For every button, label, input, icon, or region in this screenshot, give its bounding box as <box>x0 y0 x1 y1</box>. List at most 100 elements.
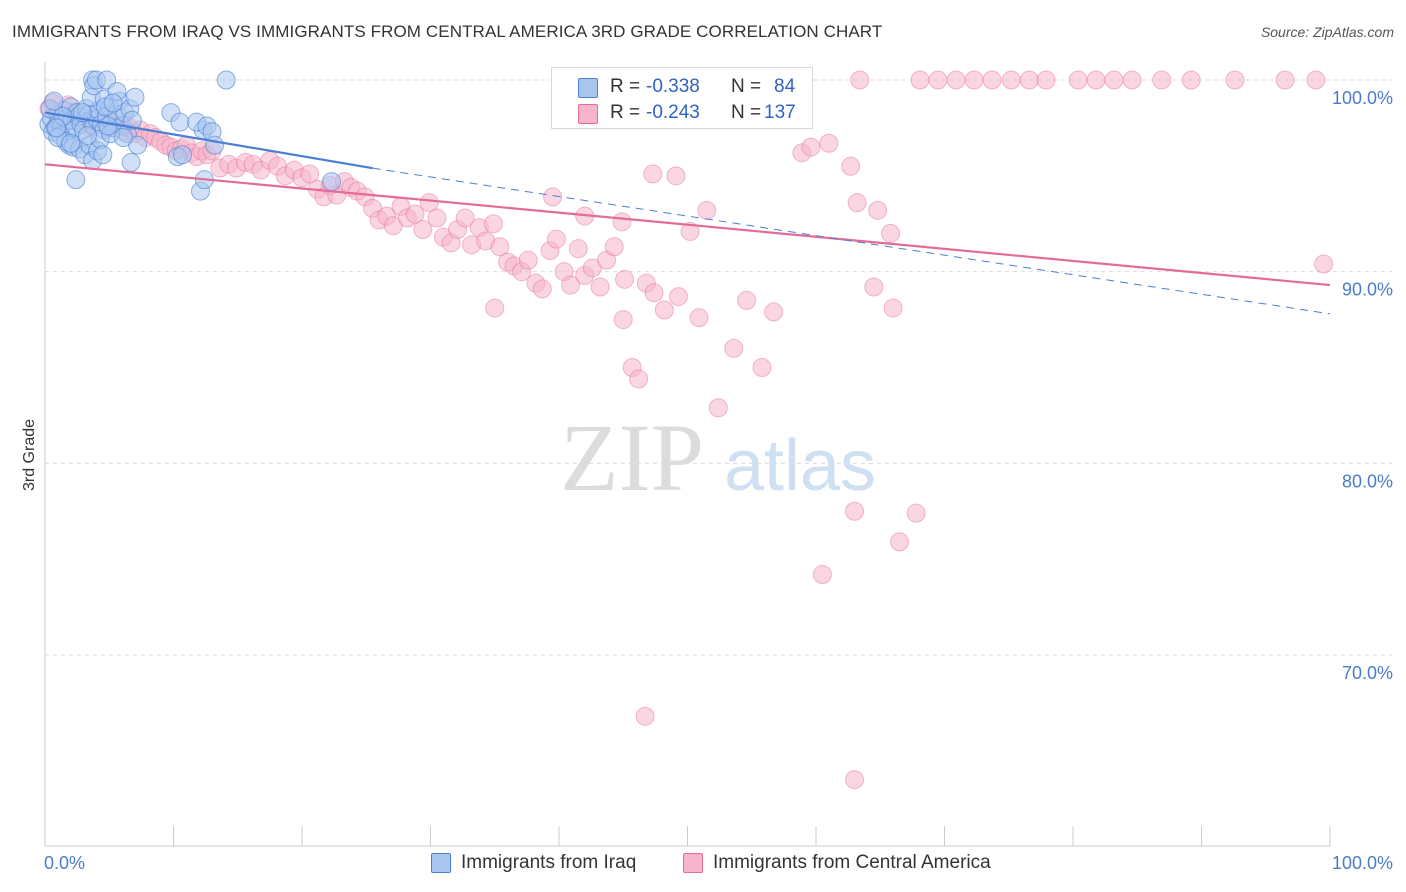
point-central-america <box>801 137 821 157</box>
point-central-america <box>300 164 320 184</box>
watermark-zip: ZIP <box>560 404 704 511</box>
point-central-america <box>590 277 610 297</box>
point-central-america <box>669 287 689 307</box>
point-central-america <box>561 275 581 295</box>
trend-line-iraq-extrapolated <box>372 167 1331 315</box>
point-central-america <box>890 532 910 552</box>
point-iraq <box>205 135 225 155</box>
point-central-america <box>427 208 447 228</box>
point-central-america <box>1122 70 1142 90</box>
point-iraq <box>172 145 192 165</box>
point-central-america <box>604 237 624 257</box>
point-central-america <box>864 277 884 297</box>
point-central-america <box>582 258 602 278</box>
point-central-america <box>708 398 728 418</box>
legend-r-label: R = <box>610 102 641 123</box>
point-central-america <box>1068 70 1088 90</box>
point-central-america <box>850 70 870 90</box>
point-central-america <box>982 70 1002 90</box>
point-iraq <box>113 128 133 147</box>
point-central-america <box>841 156 861 176</box>
point-central-america <box>910 70 930 90</box>
point-iraq <box>66 170 86 190</box>
legend-r-value: -0.243 <box>646 102 700 123</box>
point-iraq <box>322 172 342 192</box>
point-central-america <box>1104 70 1124 90</box>
point-central-america <box>845 501 865 521</box>
point-central-america <box>383 216 403 236</box>
point-central-america <box>724 338 744 358</box>
point-iraq <box>61 133 81 153</box>
y-tick-label: 100.0% <box>1332 88 1393 108</box>
point-iraq <box>47 118 67 138</box>
point-central-america <box>847 193 867 213</box>
point-central-america <box>419 193 439 213</box>
axes <box>44 62 1331 847</box>
bottom-legend-label-iraq: Immigrants from Iraq <box>461 852 637 873</box>
point-central-america <box>689 308 709 328</box>
point-central-america <box>1152 70 1172 90</box>
point-central-america <box>635 706 655 726</box>
point-central-america <box>1086 70 1106 90</box>
legend-r-value: -0.338 <box>646 76 700 97</box>
point-iraq <box>103 93 123 113</box>
x-tick-label: 0.0% <box>44 853 85 873</box>
point-central-america <box>613 310 633 330</box>
point-central-america <box>666 166 686 186</box>
point-central-america <box>629 369 649 389</box>
point-central-america <box>490 237 510 257</box>
point-central-america <box>819 133 839 153</box>
point-central-america <box>883 298 903 318</box>
point-central-america <box>1019 70 1039 90</box>
point-central-america <box>737 290 757 310</box>
point-central-america <box>568 239 588 259</box>
trend-lines <box>44 111 1331 315</box>
point-central-america <box>697 200 717 220</box>
point-central-america <box>845 770 865 790</box>
point-central-america <box>1036 70 1056 90</box>
bottom-legend-swatch-iraq <box>431 853 451 873</box>
legend-n-label: N = <box>731 102 762 123</box>
legend-r-label: R = <box>610 76 641 97</box>
point-central-america <box>1181 70 1201 90</box>
point-iraq <box>125 87 145 107</box>
y-axis-title: 3rd Grade <box>21 419 38 491</box>
point-central-america <box>1225 70 1245 90</box>
point-central-america <box>946 70 966 90</box>
trend-line-iraq <box>44 111 373 170</box>
point-central-america <box>543 187 563 207</box>
point-central-america <box>906 503 926 523</box>
point-central-america <box>483 214 503 234</box>
chart-title: IMMIGRANTS FROM IRAQ VS IMMIGRANTS FROM … <box>12 22 883 41</box>
tick-labels: 100.0% 90.0% 80.0% 70.0% 0.0% 100.0% <box>44 88 1393 873</box>
point-central-america <box>643 164 663 184</box>
point-central-america <box>615 269 635 289</box>
point-central-america <box>964 70 984 90</box>
point-iraq <box>98 116 118 136</box>
point-central-america <box>1306 70 1326 90</box>
point-iraq <box>121 152 141 172</box>
point-central-america <box>413 220 433 239</box>
point-central-america <box>546 229 566 249</box>
watermark: ZIP atlas <box>560 404 876 511</box>
point-central-america <box>405 204 425 224</box>
legend-n-value: 84 <box>774 76 796 97</box>
point-central-america <box>612 212 632 232</box>
point-central-america <box>764 302 784 322</box>
trend-line-central-america <box>44 163 1331 287</box>
point-central-america <box>680 221 700 241</box>
point-central-america <box>532 279 552 299</box>
point-central-america <box>1001 70 1021 90</box>
point-central-america <box>518 250 538 270</box>
y-tick-label: 80.0% <box>1342 471 1393 491</box>
point-central-america <box>868 200 888 220</box>
legend-n-label: N = <box>731 76 762 97</box>
legend-n-value: 137 <box>764 102 796 123</box>
point-central-america <box>654 300 674 320</box>
y-tick-label: 70.0% <box>1342 663 1393 683</box>
x-tick-label: 100.0% <box>1332 853 1393 873</box>
point-central-america <box>928 70 948 90</box>
point-central-america <box>644 283 664 303</box>
watermark-atlas: atlas <box>724 426 876 506</box>
